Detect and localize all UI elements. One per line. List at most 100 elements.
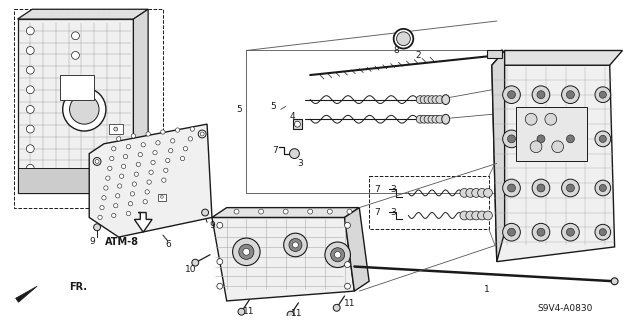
Circle shape bbox=[502, 130, 520, 148]
Circle shape bbox=[284, 233, 307, 257]
Circle shape bbox=[483, 211, 492, 220]
Circle shape bbox=[26, 164, 34, 172]
Text: 3: 3 bbox=[298, 159, 303, 168]
Circle shape bbox=[114, 147, 118, 151]
Circle shape bbox=[561, 179, 579, 197]
Circle shape bbox=[325, 242, 351, 268]
Polygon shape bbox=[89, 124, 212, 237]
Circle shape bbox=[611, 278, 618, 285]
Polygon shape bbox=[212, 208, 359, 218]
Circle shape bbox=[93, 224, 100, 231]
Circle shape bbox=[217, 222, 223, 228]
Circle shape bbox=[238, 308, 245, 315]
Polygon shape bbox=[133, 9, 148, 193]
Circle shape bbox=[126, 145, 131, 149]
Circle shape bbox=[111, 213, 116, 218]
Text: 5: 5 bbox=[237, 105, 243, 114]
Circle shape bbox=[599, 91, 606, 98]
Text: 7: 7 bbox=[374, 208, 380, 217]
Circle shape bbox=[243, 248, 250, 255]
Circle shape bbox=[283, 209, 288, 214]
Circle shape bbox=[72, 32, 79, 40]
Circle shape bbox=[599, 184, 606, 191]
Bar bbox=[109, 144, 123, 154]
Text: 7: 7 bbox=[374, 186, 380, 195]
Circle shape bbox=[344, 262, 351, 268]
Circle shape bbox=[537, 184, 545, 192]
Circle shape bbox=[188, 137, 193, 141]
Circle shape bbox=[472, 188, 481, 197]
Circle shape bbox=[460, 211, 468, 220]
Circle shape bbox=[95, 159, 99, 164]
Text: ATM-8: ATM-8 bbox=[104, 237, 139, 247]
Circle shape bbox=[180, 156, 185, 161]
Circle shape bbox=[134, 172, 138, 176]
Circle shape bbox=[502, 179, 520, 197]
Circle shape bbox=[289, 238, 302, 252]
Bar bbox=[109, 124, 123, 134]
Text: 9: 9 bbox=[90, 237, 95, 246]
Circle shape bbox=[156, 141, 160, 145]
Circle shape bbox=[136, 162, 140, 167]
Circle shape bbox=[72, 52, 79, 59]
Text: 11: 11 bbox=[243, 307, 254, 316]
Text: FR.: FR. bbox=[70, 282, 88, 292]
Circle shape bbox=[131, 134, 136, 138]
Circle shape bbox=[424, 115, 432, 123]
Polygon shape bbox=[492, 51, 623, 65]
Circle shape bbox=[183, 147, 188, 151]
Circle shape bbox=[436, 96, 444, 104]
Circle shape bbox=[436, 115, 444, 123]
Text: 3: 3 bbox=[391, 186, 397, 195]
Circle shape bbox=[416, 96, 424, 104]
Circle shape bbox=[477, 188, 486, 197]
Bar bbox=[109, 164, 123, 173]
Text: 8: 8 bbox=[394, 46, 399, 55]
Circle shape bbox=[126, 211, 131, 216]
Polygon shape bbox=[17, 168, 133, 193]
Circle shape bbox=[26, 106, 34, 113]
Circle shape bbox=[113, 204, 118, 208]
Circle shape bbox=[566, 91, 575, 99]
Circle shape bbox=[26, 125, 34, 133]
Circle shape bbox=[234, 209, 239, 214]
Circle shape bbox=[599, 135, 606, 142]
Circle shape bbox=[595, 180, 611, 196]
Circle shape bbox=[106, 176, 110, 180]
Circle shape bbox=[164, 168, 168, 172]
Text: S9V4-A0830: S9V4-A0830 bbox=[538, 304, 593, 313]
Ellipse shape bbox=[442, 114, 450, 124]
Circle shape bbox=[502, 86, 520, 104]
Circle shape bbox=[217, 259, 223, 265]
Circle shape bbox=[287, 311, 294, 318]
Circle shape bbox=[128, 202, 132, 206]
Circle shape bbox=[532, 86, 550, 104]
Circle shape bbox=[525, 113, 537, 125]
Circle shape bbox=[292, 242, 298, 248]
Circle shape bbox=[477, 211, 486, 220]
Circle shape bbox=[147, 180, 151, 184]
Circle shape bbox=[420, 96, 428, 104]
Circle shape bbox=[98, 215, 102, 220]
Circle shape bbox=[124, 154, 128, 159]
Bar bbox=[60, 75, 94, 100]
Circle shape bbox=[331, 248, 345, 262]
Circle shape bbox=[104, 186, 108, 190]
Circle shape bbox=[483, 188, 492, 197]
Circle shape bbox=[552, 141, 564, 153]
Circle shape bbox=[259, 209, 264, 214]
Circle shape bbox=[420, 115, 428, 123]
Circle shape bbox=[109, 156, 114, 161]
Circle shape bbox=[161, 130, 165, 134]
Polygon shape bbox=[17, 19, 133, 193]
Circle shape bbox=[120, 174, 124, 178]
Polygon shape bbox=[134, 212, 152, 232]
Circle shape bbox=[561, 223, 579, 241]
Circle shape bbox=[170, 139, 175, 143]
Circle shape bbox=[111, 147, 116, 151]
Circle shape bbox=[530, 141, 542, 153]
Circle shape bbox=[537, 135, 545, 143]
Circle shape bbox=[239, 244, 254, 260]
Circle shape bbox=[561, 86, 579, 104]
Text: 7: 7 bbox=[272, 146, 278, 155]
